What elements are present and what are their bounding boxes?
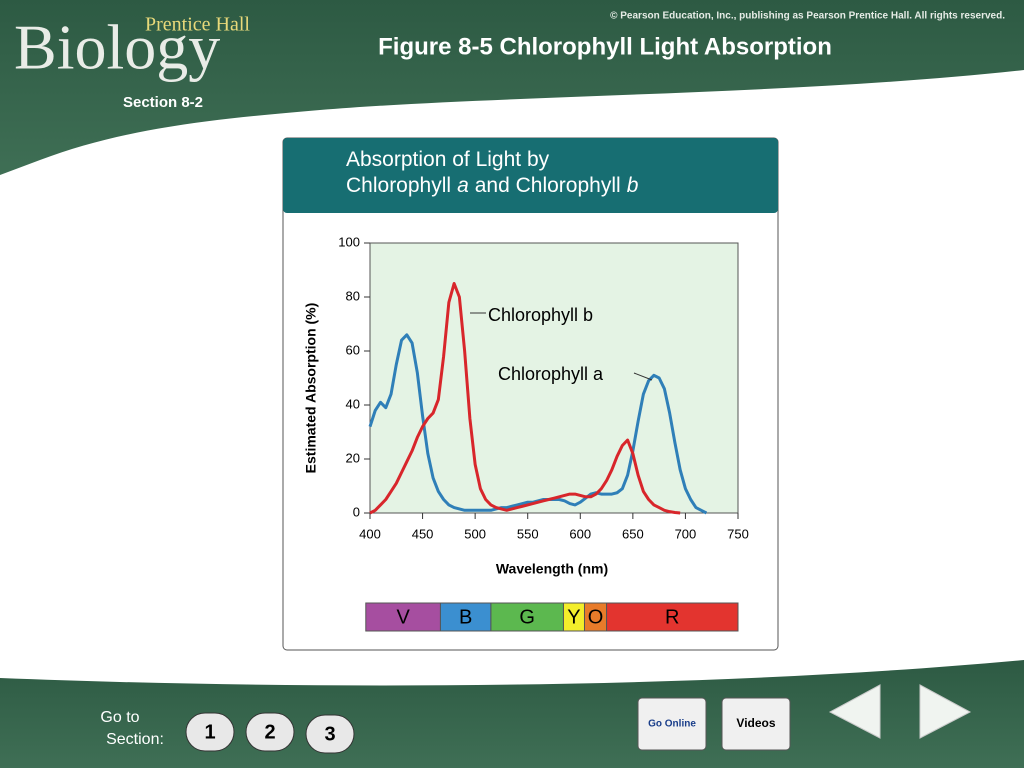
publisher: Prentice Hall <box>145 14 250 36</box>
spectrum-label: G <box>519 606 535 628</box>
spectrum-band <box>365 602 441 632</box>
prev-arrow[interactable] <box>828 684 881 739</box>
y-tick-label: 40 <box>346 396 360 411</box>
copyright: © Pearson Education, Inc., publishing as… <box>610 11 1005 22</box>
chart-title: Chlorophyll a and Chlorophyll b <box>346 174 639 197</box>
spectrum-band <box>606 602 739 632</box>
x-tick-label: 700 <box>675 526 697 541</box>
spectrum-label: O <box>588 606 604 628</box>
y-tick-label: 60 <box>346 342 360 357</box>
header-band <box>0 0 1024 175</box>
x-tick-label: 650 <box>622 526 644 541</box>
section-button[interactable]: 3 <box>305 714 355 754</box>
title-part: Chlorophyll <box>346 174 451 197</box>
y-tick-label: 20 <box>346 450 360 465</box>
x-tick-label: 400 <box>359 526 381 541</box>
y-tick-label: 80 <box>346 288 360 303</box>
title-part: Absorption of Light by <box>346 148 550 171</box>
spectrum-label: Y <box>567 606 580 628</box>
figure-header <box>283 138 778 213</box>
title-part: b <box>627 174 639 197</box>
logo: Biology <box>14 12 220 83</box>
spectrum-band <box>490 602 564 632</box>
section-label: Section 8-2 <box>123 94 203 111</box>
spectrum-label: V <box>396 606 410 628</box>
button-label: 2 <box>264 721 275 743</box>
title-part: and Chlorophyll <box>475 174 621 197</box>
title-part: a <box>457 174 469 197</box>
section-button[interactable]: 1 <box>185 712 235 752</box>
button-label: 1 <box>204 721 215 743</box>
chart-title: Absorption of Light by <box>346 148 550 171</box>
next-arrow[interactable] <box>919 684 972 739</box>
spectrum-label: R <box>665 606 679 628</box>
y-axis-label: Estimated Absorption (%) <box>303 303 319 474</box>
videos-button[interactable]: Videos <box>721 697 791 751</box>
spectrum-label: B <box>459 606 472 628</box>
x-axis-label: Wavelength (nm) <box>496 561 608 577</box>
slide-title: Figure 8-5 Chlorophyll Light Absorption <box>378 33 832 60</box>
label-leader <box>633 372 653 381</box>
y-tick-label: 100 <box>338 234 360 249</box>
series-label: Chlorophyll b <box>488 305 593 325</box>
x-tick-label: 450 <box>412 526 434 541</box>
button-label: 3 <box>324 723 335 745</box>
y-tick-label: 0 <box>353 504 360 519</box>
section-button[interactable]: 2 <box>245 712 295 752</box>
button-label: Go Online <box>648 719 696 730</box>
go-online-button[interactable]: Go Online <box>637 697 707 751</box>
series-line <box>369 282 681 515</box>
goto-label: Go to <box>100 709 139 726</box>
x-tick-label: 750 <box>727 526 749 541</box>
goto-label: Section: <box>106 731 164 748</box>
x-tick-label: 600 <box>569 526 591 541</box>
button-label: Videos <box>736 716 775 730</box>
x-tick-label: 500 <box>464 526 486 541</box>
series-label: Chlorophyll a <box>498 364 604 384</box>
x-tick-label: 550 <box>517 526 539 541</box>
